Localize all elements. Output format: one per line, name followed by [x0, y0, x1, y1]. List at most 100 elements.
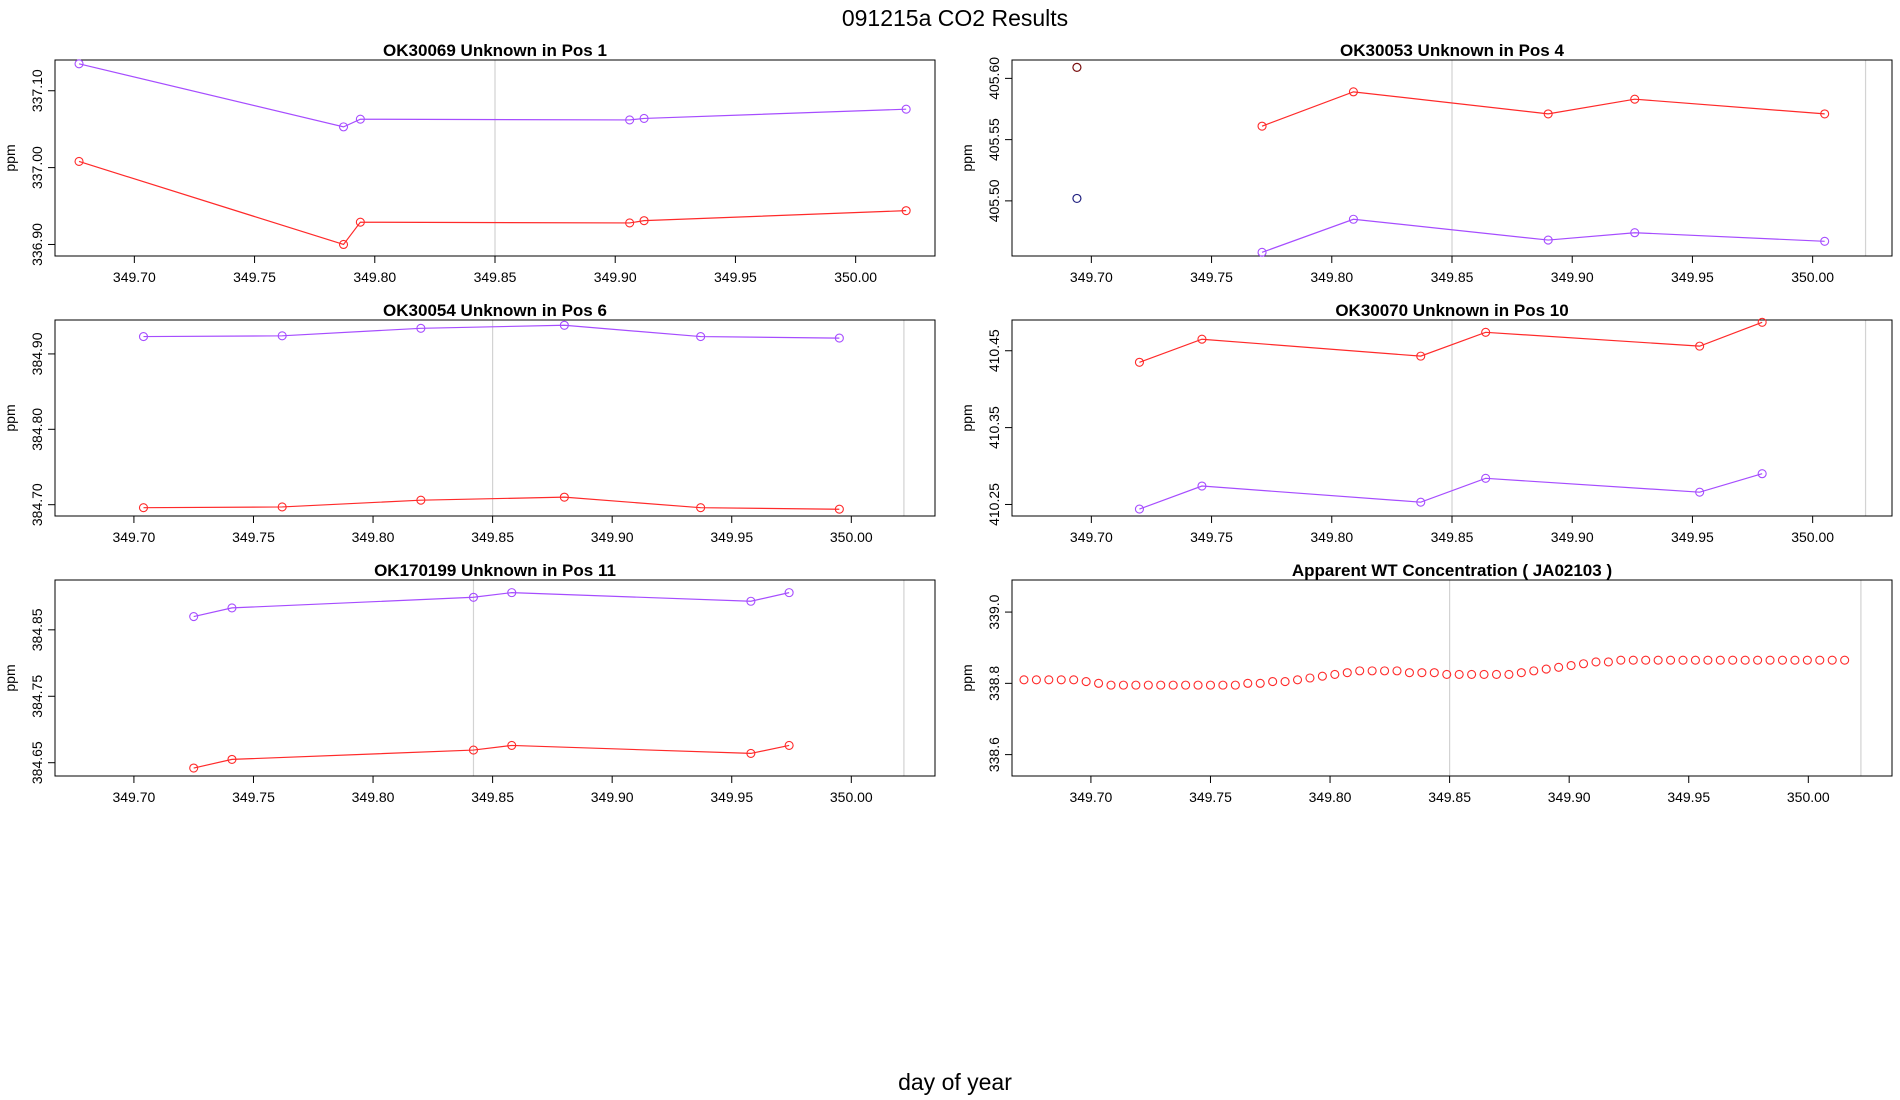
data-point-purple	[834, 333, 844, 343]
panel-5: OK170199 Unknown in Pos 11 349.70 349.75 34…	[2, 561, 936, 805]
figure-title: 091215a CO2 Results	[842, 5, 1068, 31]
x-tick-label: 349.85	[1431, 269, 1474, 285]
x-tick-label: 349.70	[1070, 269, 1113, 285]
x-tick-label: 349.95	[710, 529, 753, 545]
scatter-point	[1578, 659, 1589, 669]
y-tick-label: 384.75	[29, 675, 45, 718]
data-point-red	[1820, 109, 1830, 119]
scatter-point	[1641, 655, 1651, 665]
x-tick-label: 349.80	[1310, 529, 1353, 545]
x-tick-label: 349.95	[1671, 529, 1714, 545]
data-point-purple	[355, 114, 365, 124]
x-tick-label: 349.90	[591, 789, 634, 805]
scatter-point	[1380, 666, 1390, 676]
scatter-point	[1628, 655, 1638, 665]
data-point-red	[559, 492, 569, 502]
scatter-point	[1467, 669, 1477, 679]
scatter-point	[1168, 680, 1178, 690]
panel-title: OK30069 Unknown in Pos 1	[383, 41, 607, 60]
x-tick-label: 349.90	[1551, 269, 1594, 285]
data-point-purple	[138, 332, 149, 342]
scatter-point	[1666, 655, 1676, 665]
scatter-point	[1827, 655, 1837, 665]
scatter-point	[1355, 666, 1365, 676]
x-tick-label: 349.90	[591, 529, 634, 545]
series-line-red	[193, 744, 790, 769]
x-tick-label: 349.80	[353, 269, 396, 285]
scatter-point	[1554, 662, 1564, 672]
series-line-red	[1261, 91, 1825, 127]
data-point-purple	[1416, 497, 1426, 507]
scatter-point	[1243, 678, 1253, 688]
y-tick-label: 410.35	[986, 406, 1002, 449]
y-tick-label: 384.80	[29, 408, 45, 451]
scatter-point	[1305, 673, 1315, 683]
data-point-purple	[1695, 487, 1705, 497]
scatter-point	[1802, 655, 1812, 665]
scatter-point	[1031, 675, 1041, 685]
data-point-red	[1257, 121, 1267, 131]
y-tick-label: 410.45	[986, 329, 1002, 372]
panel-1: OK30069 Unknown in Pos 1 349.70 349.75 349.…	[2, 41, 936, 285]
series-line-purple	[78, 63, 907, 128]
data-point-red	[1348, 87, 1358, 97]
scatter-point	[1678, 655, 1688, 665]
data-point-purple	[507, 588, 517, 598]
scatter-point	[1367, 666, 1377, 676]
x-tick-label: 349.85	[471, 529, 514, 545]
y-tick-label: 384.70	[29, 483, 45, 526]
data-point-red	[277, 502, 287, 512]
x-tick-label: 350.00	[1791, 529, 1834, 545]
panel-title: Apparent WT Concentration ( JA02103 )	[1292, 561, 1612, 580]
x-tick-label: 349.85	[1431, 529, 1474, 545]
y-tick-label: 384.90	[29, 332, 45, 375]
scatter-point	[1603, 657, 1613, 667]
y-axis-label: ppm	[959, 664, 975, 691]
data-point-purple	[1757, 469, 1767, 479]
series-line-red	[1139, 321, 1763, 363]
x-tick-label: 349.70	[112, 789, 155, 805]
data-point-red	[338, 239, 349, 250]
scatter-point	[1143, 680, 1153, 690]
y-tick-label: 405.50	[986, 179, 1002, 222]
data-point-red	[468, 745, 479, 755]
data-point-purple	[338, 122, 349, 132]
data-point-red	[1543, 109, 1553, 119]
panel-6: Apparent WT Concentration ( JA02103 ) 349…	[959, 561, 1893, 805]
x-tick-label: 349.95	[710, 789, 753, 805]
scatter-point	[1454, 669, 1464, 679]
x-tick-label: 349.75	[232, 789, 275, 805]
x-tick-label: 350.00	[830, 529, 873, 545]
panel-title: OK30053 Unknown in Pos 4	[1340, 41, 1564, 60]
scatter-point	[1268, 677, 1278, 687]
y-tick-label: 405.55	[986, 118, 1002, 161]
data-point-purple	[784, 588, 794, 598]
y-tick-label: 384.85	[29, 608, 45, 651]
scatter-point	[1330, 669, 1340, 679]
data-point-red	[416, 495, 426, 505]
data-point-red	[355, 217, 365, 227]
scatter-point	[1715, 655, 1725, 665]
x-tick-label: 349.70	[113, 269, 156, 285]
data-point-purple	[277, 331, 287, 341]
scatter-point	[1205, 680, 1216, 690]
y-tick-label: 337.00	[29, 146, 45, 189]
data-point-red	[746, 748, 756, 758]
y-tick-label: 339.0	[986, 594, 1002, 629]
scatter-point	[1516, 668, 1526, 678]
scatter-point	[1280, 677, 1290, 687]
data-point-red	[901, 206, 911, 216]
scatter-point	[1653, 655, 1663, 665]
x-tick-label: 350.00	[834, 269, 877, 285]
x-tick-label: 349.75	[1190, 529, 1233, 545]
panel-3: OK30054 Unknown in Pos 6 349.70 349.75 349.…	[2, 301, 936, 545]
plot-frame	[1011, 579, 1893, 777]
scatter-point	[1019, 675, 1029, 685]
scatter-point	[1044, 675, 1054, 685]
panel-title: OK30070 Unknown in Pos 10	[1335, 301, 1568, 320]
y-tick-label: 336.90	[29, 223, 45, 266]
data-point-red	[1630, 94, 1640, 104]
panels: OK30069 Unknown in Pos 1 349.70 349.75 349.…	[2, 41, 1893, 805]
